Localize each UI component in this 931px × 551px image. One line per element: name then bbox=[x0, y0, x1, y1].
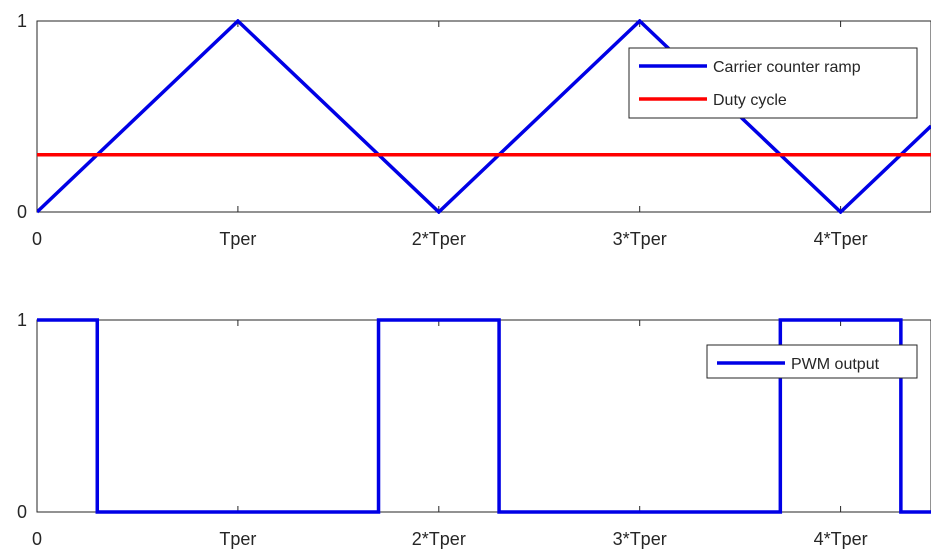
chart-0-x-tick-label-2: 2*Tper bbox=[412, 229, 466, 249]
chart-0-series-line-0 bbox=[37, 19, 931, 214]
chart-0-x-tick-label-1: Tper bbox=[219, 229, 256, 249]
chart-0-y-tick-label-0: 0 bbox=[17, 202, 27, 222]
chart-0-x-tick-label-4: 4*Tper bbox=[814, 229, 868, 249]
chart-0-y-tick-label-1: 1 bbox=[17, 11, 27, 31]
pwm-output-chart: 0 Tper 2*Tper 3*Tper 4*Tper 0 1 PWM output bbox=[17, 310, 931, 549]
chart-1-x-tick-label-4: 4*Tper bbox=[814, 529, 868, 549]
chart-1-x-tick-label-1: Tper bbox=[219, 529, 256, 549]
chart-0-x-tick-label-3: 3*Tper bbox=[613, 229, 667, 249]
chart-1-y-tick-label-0: 0 bbox=[17, 502, 27, 522]
chart-1-x-tick-label-3: 3*Tper bbox=[613, 529, 667, 549]
chart-1-legend-label-0: PWM output bbox=[791, 356, 880, 373]
chart-1-legend: PWM output bbox=[706, 344, 918, 379]
carrier-duty-chart: 0 Tper 2*Tper 3*Tper 4*Tper 0 1 Carrier counter… bbox=[17, 11, 931, 249]
chart-0-legend-label-0: Carrier counter ramp bbox=[713, 59, 861, 76]
chart-0-legend-label-1: Duty cycle bbox=[713, 92, 787, 109]
chart-1-x-tick-label-0: 0 bbox=[32, 529, 42, 549]
chart-1-y-tick-label-1: 1 bbox=[17, 310, 27, 330]
chart-1-x-tick-label-2: 2*Tper bbox=[412, 529, 466, 549]
chart-0-legend-box bbox=[628, 47, 918, 119]
chart-0-x-tick-label-0: 0 bbox=[32, 229, 42, 249]
chart-0-legend: Carrier counter ramp Duty cycle bbox=[628, 47, 918, 119]
